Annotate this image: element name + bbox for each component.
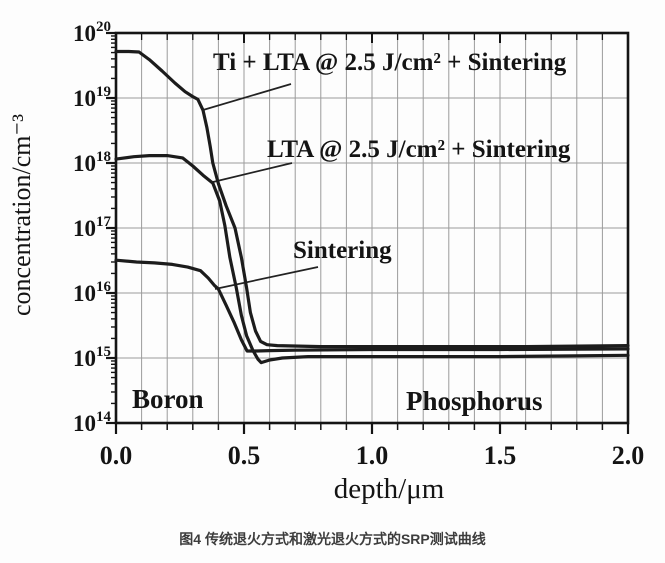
y-axis-label: concentration/cm⁻³: [7, 114, 36, 316]
leader-line-sintering: [214, 266, 319, 290]
x-tick-label: 1.0: [356, 441, 389, 470]
x-tick-label: 0.5: [228, 441, 261, 470]
x-tick-label: 2.0: [612, 441, 645, 470]
y-tick-label: 1019: [73, 84, 111, 111]
y-tick-label: 1016: [73, 279, 112, 306]
x-tick-label: 1.5: [484, 441, 517, 470]
figure-caption: 图4 传统退火方式和激光退火方式的SRP测试曲线: [179, 531, 486, 547]
y-tick-label: 1014: [73, 409, 112, 436]
plot-frame: [114, 31, 630, 425]
x-axis-label: depth/μm: [334, 473, 445, 505]
leader-line-lta-sintering: [212, 162, 293, 183]
series-sintering-line: [114, 258, 630, 353]
y-tick-label: 1020: [73, 19, 111, 46]
series-lta-sintering-line: [114, 154, 630, 365]
region-label-phosphorus: Phosphorus: [406, 386, 543, 416]
y-tick-label: 1017: [73, 214, 112, 241]
srp-chart: Ti + LTA @ 2.5 J/cm² + Sintering LTA @ 2.…: [7, 19, 645, 505]
series-label-sintering: Sintering: [293, 237, 392, 264]
leader-line-ti-lta-sintering: [202, 83, 292, 111]
region-label-boron: Boron: [132, 384, 204, 414]
y-tick-label: 1015: [73, 344, 111, 371]
series-ti-lta-sintering-line: [114, 49, 630, 349]
series-label-lta-sintering: LTA @ 2.5 J/cm² + Sintering: [267, 136, 571, 163]
y-tick-label: 1018: [73, 149, 111, 176]
series-label-ti-lta-sintering: Ti + LTA @ 2.5 J/cm² + Sintering: [213, 49, 567, 76]
x-tick-label: 0.0: [100, 441, 133, 470]
